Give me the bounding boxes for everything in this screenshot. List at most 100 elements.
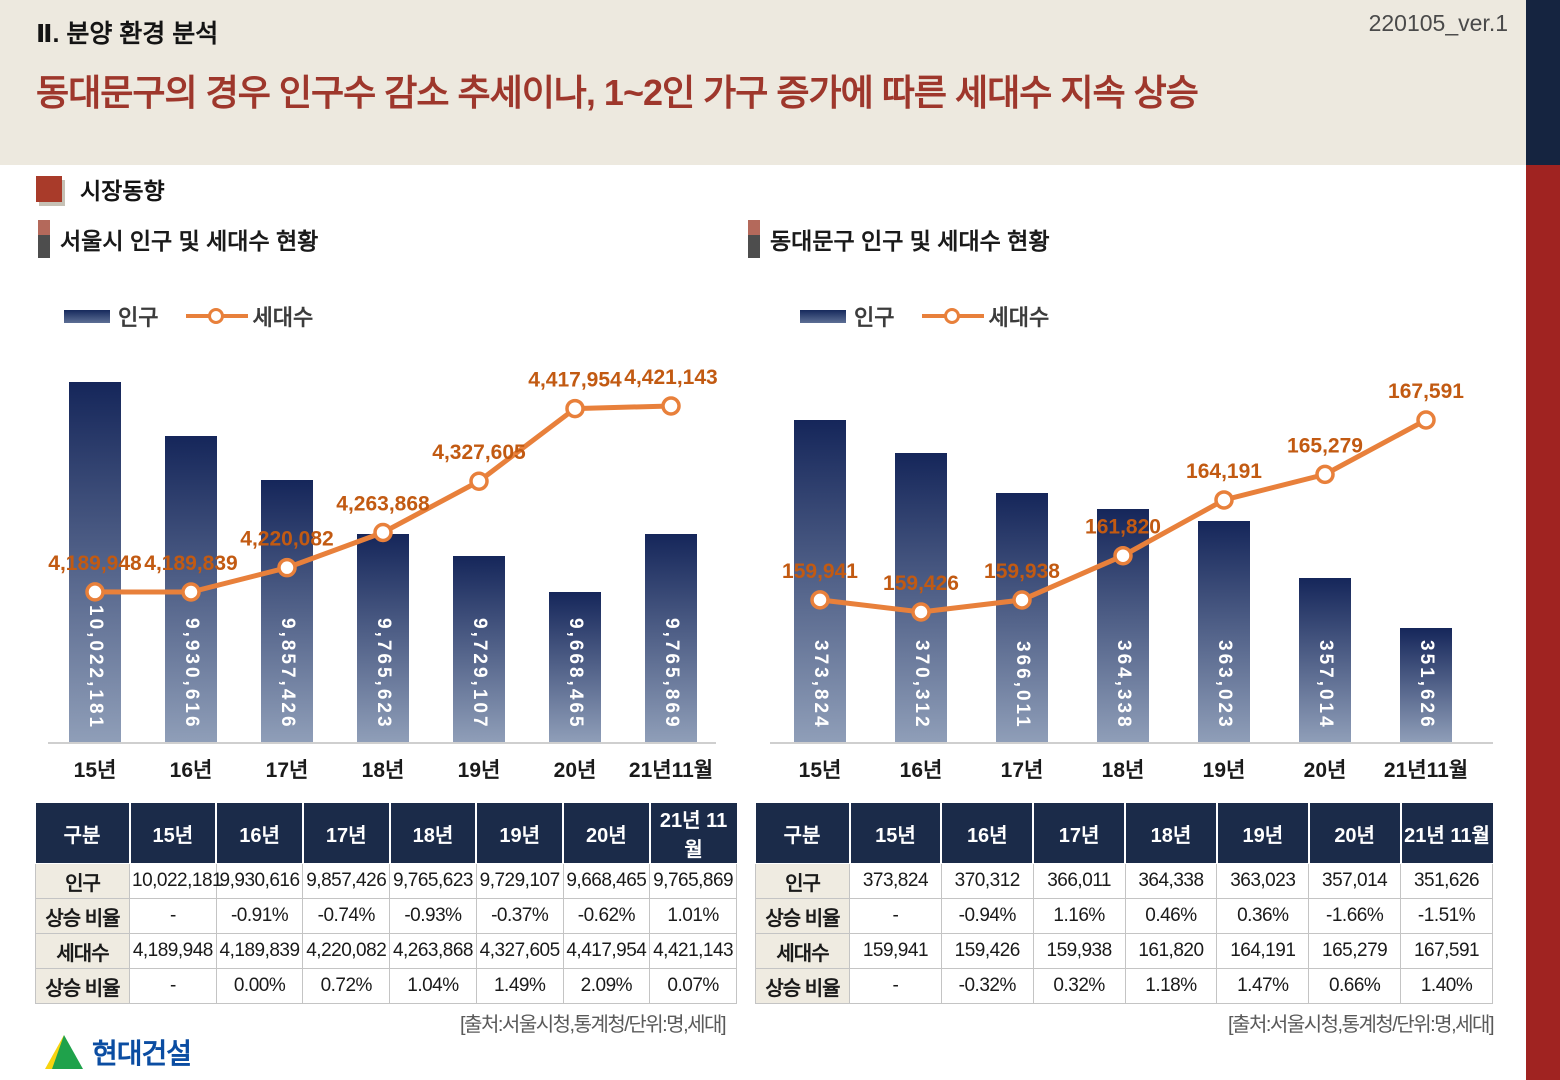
dongdaemun-chart-subtitle: 동대문구 인구 및 세대수 현황 [748, 220, 1049, 258]
table-value-cell: -0.93% [389, 898, 477, 934]
market-trend-section: 시장동향 [36, 172, 165, 206]
line-value-label: 164,191 [1186, 460, 1262, 483]
table-value-cell: 9,930,616 [215, 863, 304, 899]
x-axis-label: 18년 [1101, 759, 1145, 782]
table-value-cell: 0.36% [1216, 898, 1310, 934]
table-header-row: 구분 15년 16년 17년 18년 19년 20년 21년 11월 [755, 803, 1493, 864]
dongdaemun-chart-x-axis: 15년 16년 17년 18년 19년 20년 21년11월 [770, 744, 1493, 784]
household-marker [565, 398, 585, 419]
x-axis-label: 16년 [899, 759, 943, 782]
table-value-cell: 1.49% [475, 968, 564, 1004]
x-axis-label: 19년 [1202, 759, 1246, 782]
household-marker [1315, 464, 1335, 485]
household-marker [373, 522, 393, 543]
dongdaemun-data-table: 구분 15년 16년 17년 18년 19년 20년 21년 11월 인구 373,824 370,… [755, 803, 1493, 1004]
row-label-cell: 상승 비율 [35, 898, 130, 934]
row-label-cell: 인구 [755, 863, 850, 899]
table-header-cell: 구분 [755, 803, 851, 864]
line-value-label: 4,263,868 [336, 492, 430, 515]
seoul-chart-subtitle: 서울시 인구 및 세대수 현황 [38, 220, 318, 258]
table-row: 상승 비율 -0.00% 0.72% 1.04% 1.49% 2.09% 0.07% [35, 968, 737, 1004]
population-bar: 363,023 [1198, 521, 1250, 742]
table-value-cell: 164,191 [1216, 933, 1310, 969]
line-value-label: 167,591 [1388, 380, 1464, 403]
population-bar: 9,668,465 [549, 592, 601, 742]
table-header-cell: 21년 11월 [649, 803, 737, 864]
table-value-cell: -1.66% [1308, 898, 1402, 934]
dongdaemun-population-chart: 373,824 370,312 366,011 364,338 363,023 357,0… [770, 352, 1493, 784]
table-value-cell: 159,938 [1032, 933, 1126, 969]
line-value-label: 159,938 [984, 560, 1060, 583]
bar-value-label: 9,930,616 [181, 618, 202, 730]
x-axis-label: 15년 [798, 759, 842, 782]
household-line-layer: 159,941 159,426 159,938 161,820 164,191 165,2… [782, 380, 1464, 622]
table-header-cell: 19년 [1216, 803, 1310, 864]
table-value-cell: 4,220,082 [302, 933, 391, 969]
row-label-cell: 인구 [35, 863, 130, 899]
table-row: 인구 10,022,181 9,930,616 9,857,426 9,765,623 9… [35, 863, 737, 899]
table-header-cell: 15년 [129, 803, 218, 864]
population-bar: 351,626 [1400, 628, 1452, 742]
bar-value-label: 370,312 [911, 640, 932, 730]
table-value-cell: 9,668,465 [562, 863, 651, 899]
table-header-cell: 16년 [941, 803, 1035, 864]
bar-value-label: 351,626 [1416, 640, 1437, 730]
line-value-label: 4,417,954 [528, 369, 622, 392]
table-value-cell: -0.37% [475, 898, 564, 934]
table-header-cell: 18년 [1125, 803, 1218, 864]
row-label-cell: 상승 비율 [35, 968, 130, 1004]
population-bar: 9,765,623 [357, 534, 409, 742]
seoul-source-note: [출처:서울시청,통계청/단위:명,세대] [460, 1014, 727, 1036]
household-marker [1012, 590, 1032, 610]
table-value-cell: - [129, 968, 217, 1004]
table-value-cell: 0.72% [302, 968, 391, 1004]
seoul-chart-plot: 10,022,181 9,930,616 9,857,426 9,765,623 9,7… [48, 352, 718, 744]
population-bar: 9,729,107 [453, 556, 505, 742]
table-value-cell: 0.66% [1308, 968, 1402, 1004]
line-value-label: 159,426 [883, 572, 959, 595]
table-value-cell: 0.32% [1032, 968, 1126, 1004]
population-bar: 9,765,869 [645, 534, 697, 742]
table-value-cell: 0.46% [1124, 898, 1218, 934]
bar-value-label: 373,824 [810, 640, 831, 730]
population-bar: 370,312 [895, 453, 947, 742]
section-kicker: Ⅱ. 분양 환경 분석 [36, 20, 219, 48]
table-value-cell: 9,729,107 [475, 863, 564, 899]
household-legend-label: 세대수 [252, 305, 314, 330]
table-value-cell: 9,765,869 [649, 863, 737, 899]
table-value-cell: - [849, 898, 942, 934]
x-axis-label: 15년 [73, 759, 117, 782]
table-value-cell: 0.00% [215, 968, 304, 1004]
household-marker [1416, 410, 1436, 430]
table-value-cell: -0.91% [215, 898, 304, 934]
table-value-cell: 366,011 [1032, 863, 1126, 899]
bar-value-label: 9,729,107 [469, 618, 490, 730]
household-marker [911, 602, 931, 622]
table-row: 세대수 4,189,948 4,189,839 4,220,082 4,263,868 4… [35, 933, 737, 969]
population-bar-swatch-icon [64, 309, 110, 323]
corner-navy-block [1526, 0, 1560, 165]
table-value-cell: 9,765,623 [389, 863, 477, 899]
household-marker [181, 582, 201, 602]
household-marker [1113, 545, 1133, 566]
table-value-cell: -0.32% [940, 968, 1034, 1004]
red-square-bullet-icon [36, 176, 62, 202]
table-value-cell: 4,263,868 [389, 933, 477, 969]
bar-value-label: 9,765,869 [661, 618, 682, 730]
table-value-cell: 1.04% [389, 968, 477, 1004]
table-value-cell: 4,421,143 [649, 933, 737, 969]
table-value-cell: 351,626 [1400, 863, 1493, 899]
table-value-cell: 159,941 [849, 933, 942, 969]
line-value-label: 4,327,605 [432, 441, 526, 464]
seoul-data-table: 구분 15년 16년 17년 18년 19년 20년 21년 11월 인구 10,022,181 9… [35, 803, 737, 1004]
table-value-cell: 1.18% [1124, 968, 1218, 1004]
table-header-cell: 15년 [849, 803, 943, 864]
x-axis-label: 16년 [169, 759, 213, 782]
table-value-cell: 357,014 [1308, 863, 1402, 899]
bar-value-label: 364,338 [1113, 640, 1134, 730]
household-line-swatch-icon [186, 308, 249, 324]
line-value-label: 4,189,948 [48, 552, 142, 575]
household-marker [85, 582, 105, 602]
x-axis-label: 19년 [457, 759, 501, 782]
